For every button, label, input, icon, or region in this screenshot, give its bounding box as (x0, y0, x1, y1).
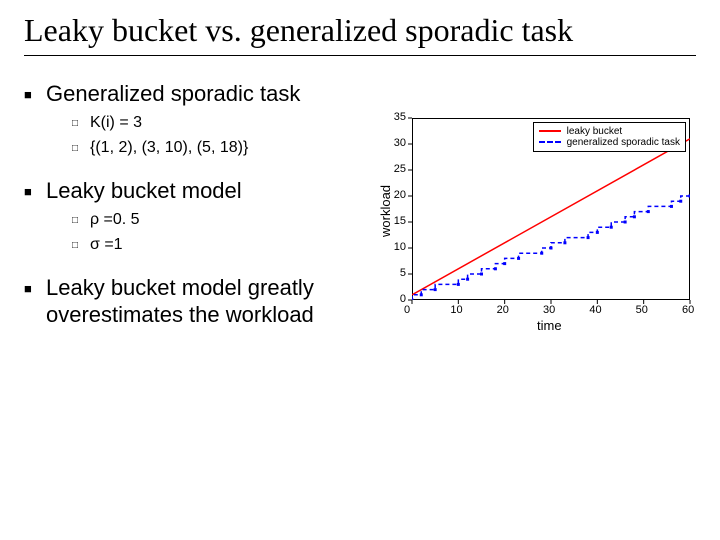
ytick-label: 0 (400, 293, 406, 305)
series-marker (624, 220, 627, 223)
series-marker (633, 215, 636, 218)
bullet-generalized-sporadic: ■ Generalized sporadic task (24, 80, 354, 108)
series-marker (596, 231, 599, 234)
series-marker (610, 225, 613, 228)
bullet-list: ■ Generalized sporadic task □ K(i) = 3 □… (24, 80, 354, 340)
xtick-label: 10 (450, 304, 462, 316)
ytick-label: 30 (394, 137, 406, 149)
xtick-label: 0 (404, 304, 410, 316)
series-marker (503, 262, 506, 265)
slide-title: Leaky bucket vs. generalized sporadic ta… (24, 12, 696, 56)
bullet-text: Leaky bucket model (46, 177, 242, 205)
legend-label: generalized sporadic task (567, 137, 680, 148)
sub-bullet-sigma: □ σ =1 (72, 235, 354, 256)
square-open-icon: □ (72, 210, 90, 226)
square-filled-icon: ■ (24, 177, 46, 199)
ytick-label: 25 (394, 163, 406, 175)
x-axis-label: time (537, 318, 562, 333)
y-axis-label: workload (378, 185, 393, 237)
content-row: ■ Generalized sporadic task □ K(i) = 3 □… (24, 80, 696, 340)
ytick-label: 35 (394, 111, 406, 123)
xtick-label: 60 (682, 304, 694, 316)
sub-bullets-1: □ K(i) = 3 □ {(1, 2), (3, 10), (5, 18)} (72, 113, 354, 159)
legend-label: leaky bucket (567, 126, 623, 137)
series-marker (550, 246, 553, 249)
legend-swatch (539, 141, 561, 143)
sub-bullet-tuples: □ {(1, 2), (3, 10), (5, 18)} (72, 138, 354, 159)
slide: Leaky bucket vs. generalized sporadic ta… (0, 0, 720, 540)
legend-entry: generalized sporadic task (539, 137, 680, 148)
bullet-conclusion: ■ Leaky bucket model greatly overestimat… (24, 274, 354, 329)
series-marker (457, 283, 460, 286)
series-marker (647, 210, 650, 213)
series-marker (517, 257, 520, 260)
series-marker (466, 277, 469, 280)
series-marker (587, 236, 590, 239)
series-leaky-bucket (412, 139, 690, 295)
series-marker (434, 288, 437, 291)
square-open-icon: □ (72, 138, 90, 154)
xtick-label: 50 (636, 304, 648, 316)
bullet-leaky-bucket: ■ Leaky bucket model (24, 177, 354, 205)
square-open-icon: □ (72, 113, 90, 129)
sub-bullet-text: K(i) = 3 (90, 113, 142, 134)
xtick-label: 20 (497, 304, 509, 316)
bullet-text: Generalized sporadic task (46, 80, 300, 108)
series-marker (679, 199, 682, 202)
sub-bullet-rho: □ ρ =0. 5 (72, 210, 354, 231)
sub-bullets-2: □ ρ =0. 5 □ σ =1 (72, 210, 354, 256)
ytick-label: 10 (394, 241, 406, 253)
series-marker (494, 267, 497, 270)
legend-swatch (539, 130, 561, 132)
xtick-label: 30 (543, 304, 555, 316)
square-filled-icon: ■ (24, 274, 46, 296)
ytick-label: 15 (394, 215, 406, 227)
sub-bullet-k: □ K(i) = 3 (72, 113, 354, 134)
series-marker (540, 251, 543, 254)
series-marker (689, 194, 692, 197)
square-open-icon: □ (72, 235, 90, 251)
sub-bullet-text: {(1, 2), (3, 10), (5, 18)} (90, 138, 248, 159)
ytick-label: 20 (394, 189, 406, 201)
bullet-text: Leaky bucket model greatly overestimates… (46, 274, 354, 329)
chart-container: 0 10 20 30 40 50 60 0 5 10 15 20 25 30 35 workload time l… (364, 80, 704, 340)
xtick-label: 40 (589, 304, 601, 316)
sub-bullet-text: ρ =0. 5 (90, 210, 140, 231)
series-marker (563, 241, 566, 244)
workload-chart: 0 10 20 30 40 50 60 0 5 10 15 20 25 30 35 workload time l… (364, 110, 704, 340)
series-marker (670, 205, 673, 208)
square-filled-icon: ■ (24, 80, 46, 102)
series-marker (480, 272, 483, 275)
series-marker (420, 293, 423, 296)
chart-legend: leaky bucketgeneralized sporadic task (533, 122, 686, 152)
ytick-label: 5 (400, 267, 406, 279)
legend-entry: leaky bucket (539, 126, 680, 137)
sub-bullet-text: σ =1 (90, 235, 123, 256)
